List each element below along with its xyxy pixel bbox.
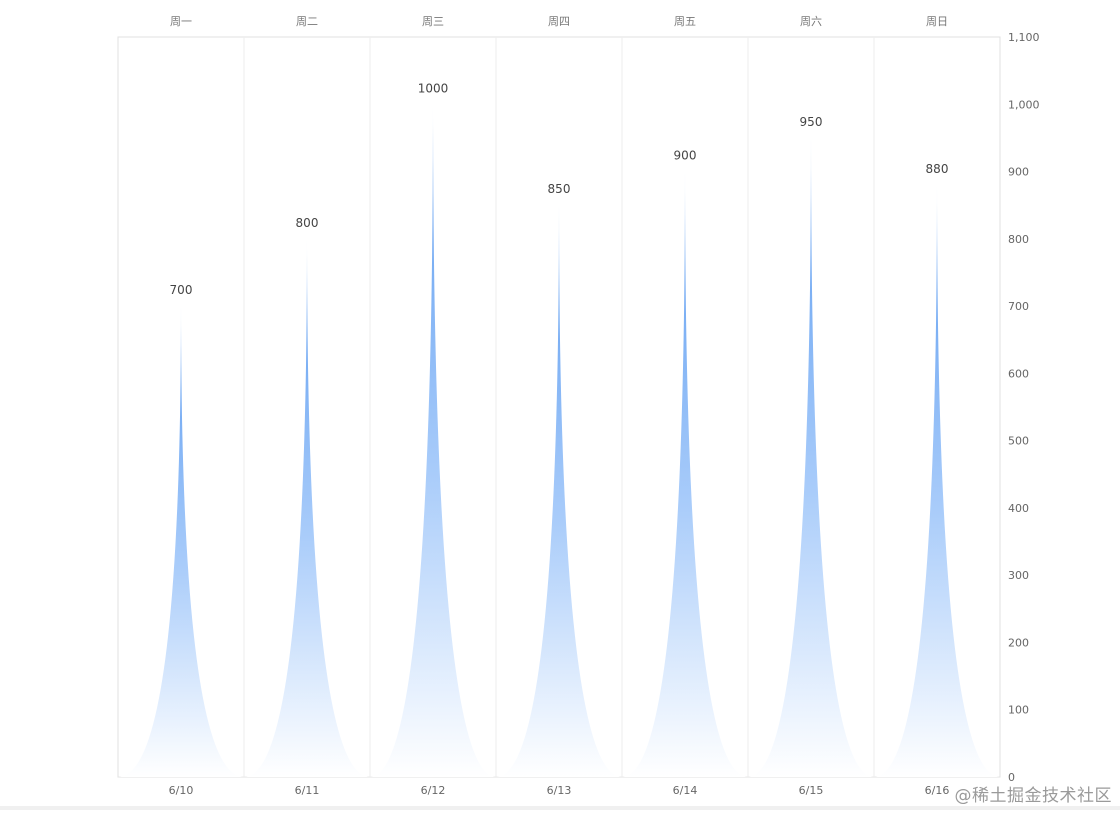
bar-6/13 — [496, 205, 622, 777]
bar-6/10 — [118, 306, 244, 777]
data-label: 880 — [926, 162, 949, 176]
x-top-tick-label: 周五 — [674, 15, 696, 28]
y-tick-label: 500 — [1008, 435, 1029, 448]
x-axis-bottom: 6/10 6/11 6/12 6/13 6/14 6/15 6/16 — [169, 784, 950, 797]
x-top-tick-label: 周一 — [170, 15, 192, 28]
x-axis-top: 周一 周二 周三 周四 周五 周六 周日 — [170, 15, 948, 28]
data-label: 800 — [296, 216, 319, 230]
data-label: 850 — [548, 182, 571, 196]
y-tick-label: 700 — [1008, 300, 1029, 313]
y-tick-label: 900 — [1008, 166, 1029, 179]
x-top-tick-label: 周二 — [296, 15, 318, 28]
y-tick-label: 300 — [1008, 569, 1029, 582]
bar-6/15 — [748, 138, 874, 777]
x-tick-label: 6/12 — [421, 784, 446, 797]
y-tick-label: 600 — [1008, 367, 1029, 380]
y-tick-label: 1,100 — [1008, 31, 1040, 44]
x-top-tick-label: 周日 — [926, 15, 948, 28]
bar-series — [118, 104, 1000, 777]
x-tick-label: 6/14 — [673, 784, 698, 797]
data-label: 700 — [170, 283, 193, 297]
bar-6/14 — [622, 172, 748, 777]
bar-6/11 — [244, 239, 370, 777]
x-top-tick-label: 周六 — [800, 15, 822, 28]
x-tick-label: 6/10 — [169, 784, 194, 797]
x-tick-label: 6/15 — [799, 784, 824, 797]
y-tick-label: 1,000 — [1008, 98, 1040, 111]
bottom-strip — [0, 806, 1120, 810]
data-label: 1000 — [418, 81, 449, 95]
bar-6/16 — [874, 185, 1000, 777]
x-top-tick-label: 周四 — [548, 15, 570, 28]
y-tick-label: 800 — [1008, 233, 1029, 246]
y-tick-label: 100 — [1008, 704, 1029, 717]
x-tick-label: 6/13 — [547, 784, 572, 797]
watermark: @稀土掘金技术社区 — [955, 781, 1113, 806]
x-tick-label: 6/11 — [295, 784, 320, 797]
y-tick-label: 400 — [1008, 502, 1029, 515]
bar-6/12 — [370, 104, 496, 777]
data-label: 900 — [674, 149, 697, 163]
x-tick-label: 6/16 — [925, 784, 950, 797]
y-tick-label: 200 — [1008, 636, 1029, 649]
x-top-tick-label: 周三 — [422, 15, 444, 28]
data-label: 950 — [800, 115, 823, 129]
